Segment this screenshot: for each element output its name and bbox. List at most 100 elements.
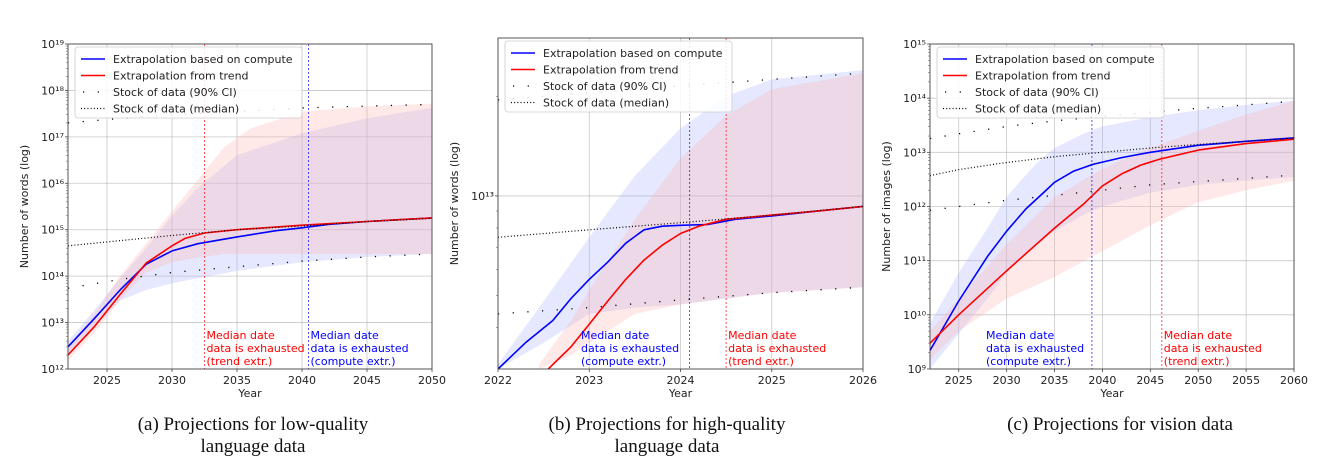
legend-label: Extrapolation from trend	[113, 70, 249, 83]
legend: Extrapolation based on compute Extrapolat…	[74, 46, 303, 119]
y-axis-label: Number of words (log)	[18, 145, 31, 268]
y-tick-label: 10¹³	[471, 190, 494, 203]
compute-exhaustion-annotation: (compute extr.)	[986, 355, 1071, 368]
y-tick-label: 10¹²	[41, 363, 64, 376]
legend-label: Stock of data (median)	[543, 97, 669, 110]
compute-exhaustion-annotation: data is exhausted	[581, 342, 679, 355]
x-axis-label: Year	[1099, 387, 1124, 400]
plot-area	[498, 38, 863, 369]
trend-extrapolation-line	[547, 205, 863, 369]
compute-exhaustion-annotation: Median date	[986, 329, 1055, 342]
x-tick-label: 2045	[1136, 374, 1164, 387]
caption-c-line-1: (c) Projections for vision data	[1007, 414, 1233, 435]
y-axis-label: Number of images (log)	[880, 141, 893, 272]
stock-median-line	[930, 137, 1294, 177]
compute-exhaustion-annotation: data is exhausted	[311, 342, 409, 355]
trend-exhaustion-annotation: (trend extr.)	[207, 355, 273, 368]
compute-ci-band	[68, 107, 432, 356]
x-axis-label: Year	[237, 387, 262, 400]
x-tick-label: 2035	[223, 374, 251, 387]
x-tick-label: 2030	[158, 374, 186, 387]
x-tick-label: 2060	[1280, 374, 1308, 387]
legend-label: Stock of data (90% CI)	[543, 80, 667, 93]
y-tick-label: 10¹⁰	[903, 309, 926, 322]
caption-a: (a) Projections for low-quality language…	[68, 414, 438, 458]
legend: Extrapolation based on compute Extrapolat…	[504, 40, 733, 113]
caption-c: (c) Projections for vision data	[920, 414, 1320, 436]
legend-label: Extrapolation from trend	[975, 70, 1111, 83]
stock-median-line	[498, 205, 863, 238]
x-tick-label: 2025	[945, 374, 973, 387]
legend-label: Stock of data (90% CI)	[975, 86, 1099, 99]
compute-extrapolation-line	[930, 137, 1294, 351]
legend-label: Extrapolation from trend	[543, 64, 679, 77]
x-tick-label: 2050	[418, 374, 446, 387]
stock-ci-upper-line	[930, 100, 1294, 140]
compute-exhaustion-annotation: Median date	[311, 329, 380, 342]
x-tick-label: 2026	[849, 374, 877, 387]
y-tick-label: 10⁹	[908, 363, 926, 376]
y-tick-label: 10¹¹	[903, 255, 926, 268]
x-tick-label: 2024	[667, 374, 695, 387]
compute-exhaustion-annotation: Median date	[581, 329, 650, 342]
legend-label: Stock of data (90% CI)	[113, 86, 237, 99]
y-tick-label: 10¹⁶	[41, 177, 64, 190]
x-tick-label: 2030	[993, 374, 1021, 387]
x-tick-label: 2055	[1232, 374, 1260, 387]
trend-exhaustion-annotation: (trend extr.)	[728, 355, 794, 368]
x-tick-label: 2045	[353, 374, 381, 387]
stock-ci-lower-line	[930, 174, 1294, 211]
y-tick-label: 10¹²	[903, 201, 926, 214]
trend-exhaustion-annotation: data is exhausted	[1164, 342, 1262, 355]
x-axis-label: Year	[668, 387, 693, 400]
legend-box	[504, 40, 733, 113]
y-tick-label: 10¹⁷	[41, 131, 64, 144]
trend-ci-band	[930, 100, 1294, 360]
trend-exhaustion-annotation: data is exhausted	[728, 342, 826, 355]
y-tick-label: 10¹⁴	[903, 92, 926, 105]
y-tick-label: 10¹⁸	[41, 84, 64, 97]
legend-label: Extrapolation based on compute	[975, 53, 1155, 66]
trend-exhaustion-annotation: Median date	[728, 329, 797, 342]
y-tick-label: 10¹⁵	[41, 224, 64, 237]
stock-median-line	[68, 217, 432, 247]
y-tick-label: 10¹⁵	[903, 38, 926, 51]
x-tick-label: 2040	[1088, 374, 1116, 387]
legend-label: Stock of data (median)	[113, 103, 239, 116]
caption-b: (b) Projections for high-quality languag…	[482, 414, 852, 458]
trend-extrapolation-line	[930, 138, 1294, 344]
caption-b-line-1: (b) Projections for high-quality	[548, 414, 786, 435]
caption-a-line-1: (a) Projections for low-quality	[137, 414, 369, 435]
trend-exhaustion-annotation: Median date	[1164, 329, 1233, 342]
y-tick-label: 10¹³	[41, 317, 64, 330]
y-axis-label: Number of words (log)	[448, 142, 461, 265]
compute-ci-band	[498, 70, 863, 369]
legend-label: Extrapolation based on compute	[113, 53, 293, 66]
x-tick-label: 2025	[758, 374, 786, 387]
caption-a-line-2: language data	[200, 436, 306, 457]
trend-exhaustion-annotation: Median date	[207, 329, 276, 342]
trend-ci-band	[68, 103, 432, 361]
trend-exhaustion-annotation: data is exhausted	[207, 342, 305, 355]
x-tick-label: 2035	[1041, 374, 1069, 387]
compute-exhaustion-annotation: (compute extr.)	[311, 355, 396, 368]
y-tick-label: 10¹⁴	[41, 270, 64, 283]
legend-label: Stock of data (median)	[975, 103, 1101, 116]
compute-ci-band	[930, 100, 1294, 369]
y-tick-label: 10¹³	[903, 146, 926, 159]
legend-box	[74, 46, 303, 119]
x-tick-label: 2050	[1184, 374, 1212, 387]
legend-box	[936, 46, 1165, 119]
x-tick-label: 2025	[93, 374, 121, 387]
axes-frame	[67, 43, 433, 370]
x-tick-label: 2023	[575, 374, 603, 387]
trend-ci-band	[539, 73, 863, 369]
y-tick-label: 10¹⁹	[41, 38, 64, 51]
compute-extrapolation-line	[498, 205, 863, 369]
x-tick-label: 2040	[288, 374, 316, 387]
trend-exhaustion-annotation: (trend extr.)	[1164, 355, 1230, 368]
